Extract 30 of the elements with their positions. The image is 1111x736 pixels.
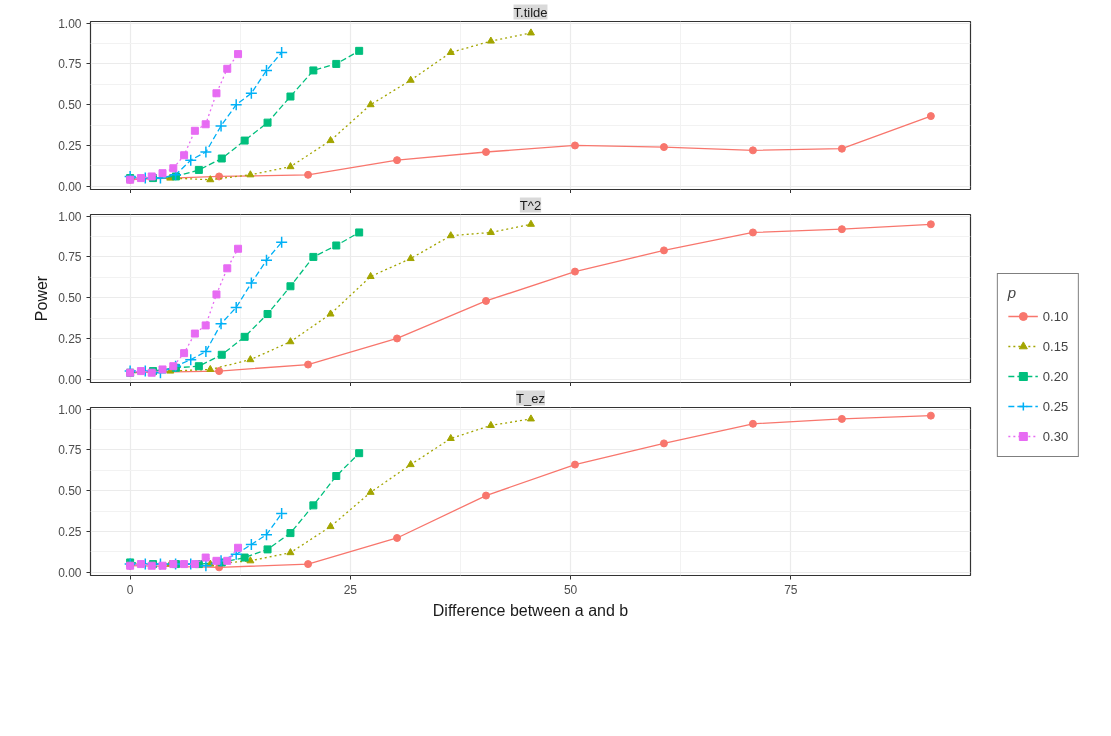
y-tick-label: 1.00 (58, 209, 82, 224)
y-tick-label: 0.25 (58, 331, 82, 346)
y-tick-label: 0.75 (58, 443, 82, 458)
y-tick-label: 0.75 (58, 250, 82, 265)
y-tick-label: 0.50 (58, 484, 82, 499)
x-axis-title: Difference between a and b (432, 601, 629, 619)
y-axis-title: Power (33, 275, 51, 322)
x-tick-label: 25 (343, 582, 358, 597)
legend-label: 0.15 (1042, 338, 1069, 354)
legend-label: 0.30 (1042, 428, 1069, 444)
y-tick-label: 0.50 (58, 291, 82, 306)
x-tick-label: 0 (126, 582, 134, 597)
legend-label: 0.20 (1042, 368, 1069, 384)
y-tick-label: 1.00 (58, 16, 82, 31)
legend-label: 0.10 (1042, 308, 1069, 324)
y-tick-label: 0.50 (58, 98, 82, 113)
y-tick-label: 0.25 (58, 138, 82, 153)
x-tick-label: 50 (563, 582, 578, 597)
chart-title: T_ez (516, 390, 545, 406)
legend-title: p (1007, 284, 1018, 301)
y-tick-label: 0.00 (58, 179, 82, 194)
x-tick-label: 75 (784, 582, 798, 597)
y-tick-label: 0.75 (58, 57, 82, 72)
y-tick-label: 1.00 (58, 402, 82, 417)
y-tick-label: 0.00 (58, 565, 82, 580)
chart-title: T.tilde (513, 4, 548, 20)
chart-title: T^2 (519, 197, 542, 213)
y-tick-label: 0.25 (58, 524, 82, 539)
y-tick-label: 0.00 (58, 372, 82, 387)
legend-label: 0.25 (1042, 398, 1069, 414)
